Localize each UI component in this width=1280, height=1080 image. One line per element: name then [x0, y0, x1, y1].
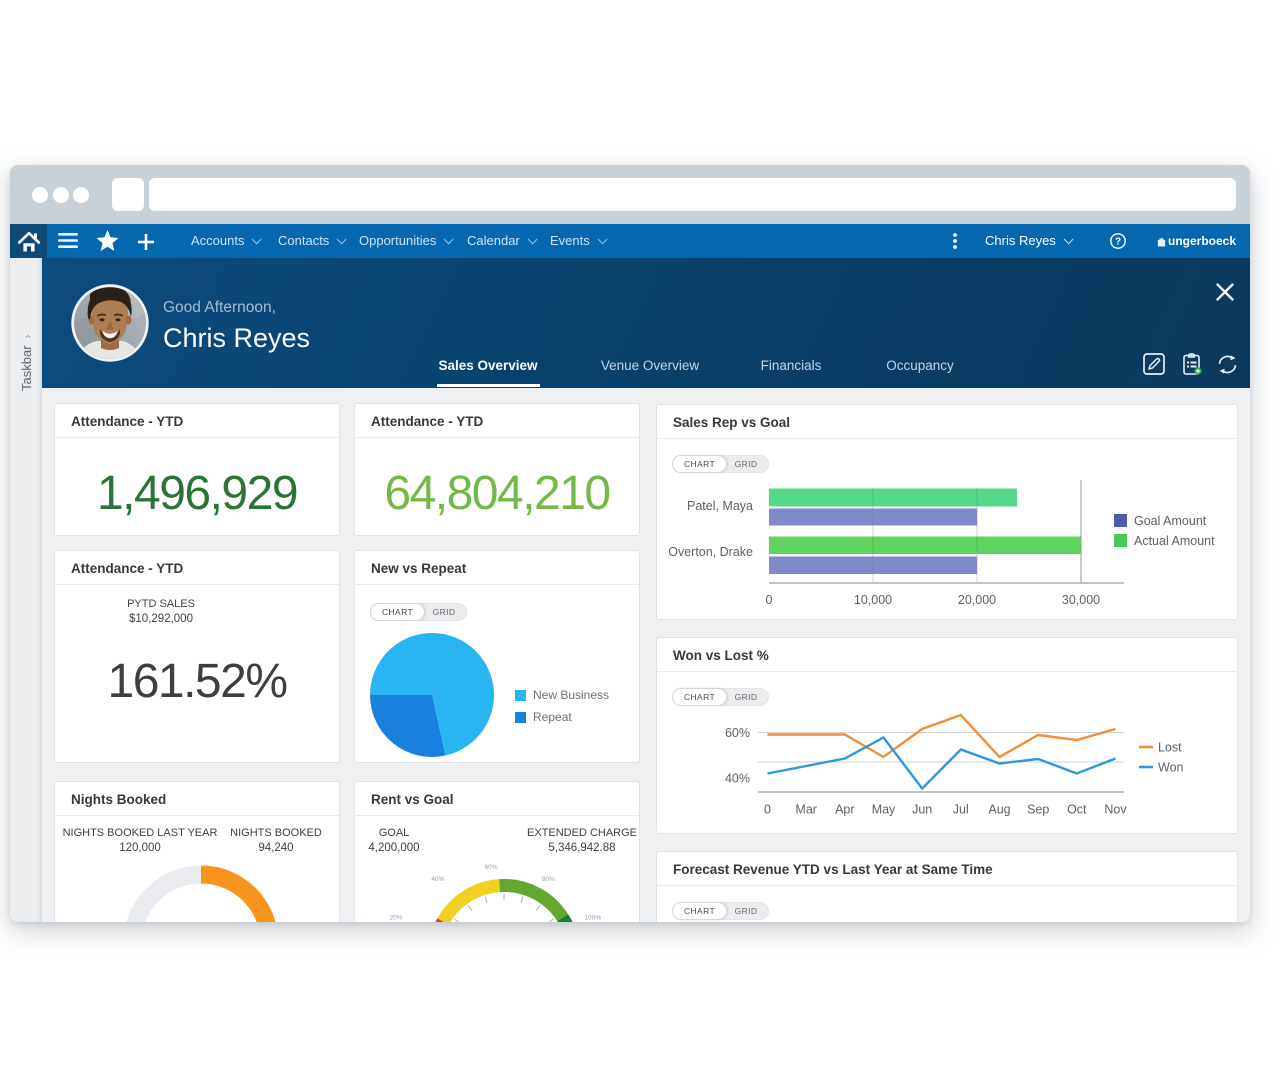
- svg-text:May: May: [872, 803, 896, 817]
- svg-text:40%: 40%: [725, 772, 750, 786]
- svg-text:Patel, Maya: Patel, Maya: [687, 499, 753, 513]
- svg-text:0: 0: [766, 593, 773, 607]
- svg-text:60%: 60%: [725, 726, 750, 740]
- svg-text:80%: 80%: [542, 876, 555, 883]
- svg-text:20%: 20%: [389, 914, 402, 921]
- svg-text:Sep: Sep: [1027, 803, 1049, 817]
- svg-text:Apr: Apr: [835, 803, 854, 817]
- svg-text:60%: 60%: [484, 864, 497, 871]
- svg-text:Nov: Nov: [1104, 803, 1127, 817]
- svg-text:100%: 100%: [584, 914, 601, 921]
- svg-text:Goal Amount: Goal Amount: [1134, 514, 1207, 528]
- svg-text:40%: 40%: [431, 876, 444, 883]
- svg-text:Lost: Lost: [1158, 741, 1182, 755]
- svg-text:30,000: 30,000: [1062, 593, 1100, 607]
- svg-text:?: ?: [1115, 237, 1121, 248]
- svg-text:Aug: Aug: [988, 803, 1010, 817]
- svg-text:Won: Won: [1158, 761, 1184, 775]
- svg-text:Overton, Drake: Overton, Drake: [668, 545, 753, 559]
- svg-text:Mar: Mar: [795, 803, 817, 817]
- svg-text:0: 0: [764, 803, 771, 817]
- svg-text:Jun: Jun: [912, 803, 932, 817]
- svg-text:20,000: 20,000: [958, 593, 996, 607]
- svg-text:Oct: Oct: [1067, 803, 1087, 817]
- svg-text:10,000: 10,000: [854, 593, 892, 607]
- svg-text:Actual Amount: Actual Amount: [1134, 534, 1215, 548]
- svg-text:Jul: Jul: [953, 803, 969, 817]
